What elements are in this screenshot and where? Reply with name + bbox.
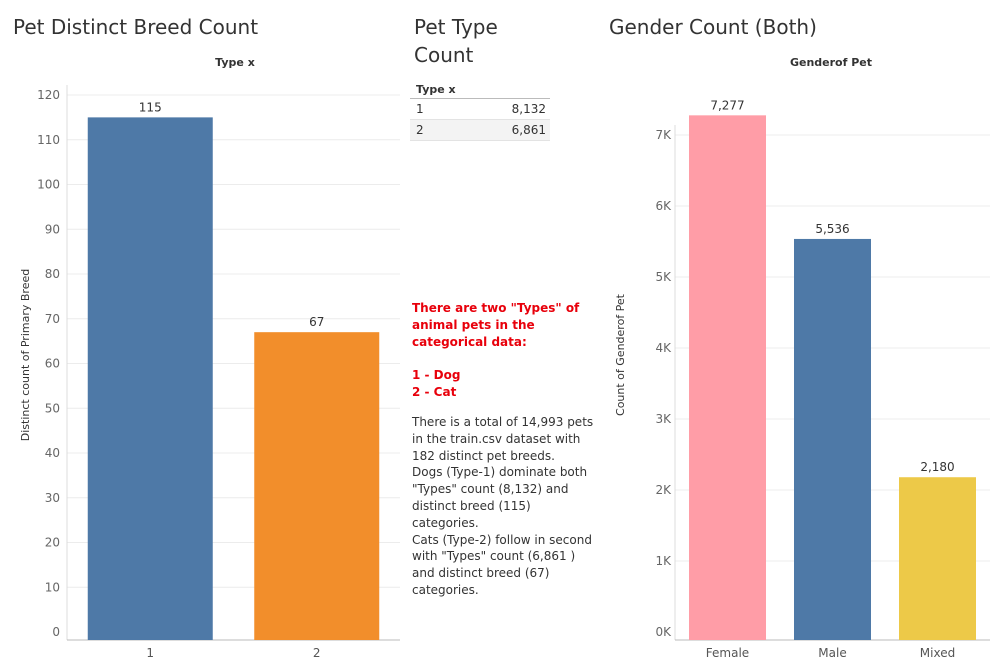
y-tick-label: 6K (655, 199, 672, 213)
table-row: 2 6,861 (410, 120, 550, 141)
y-tick-label: 3K (655, 412, 672, 426)
y-tick-label: 70 (45, 312, 60, 326)
x-tick-label: Female (706, 646, 749, 660)
data-label: 2,180 (920, 460, 954, 474)
y-tick-label: 5K (655, 270, 672, 284)
y-tick-label: 40 (45, 446, 60, 460)
x-tick-label: 1 (146, 646, 154, 660)
y-tick-label: 100 (37, 178, 60, 192)
data-label: 5,536 (815, 222, 849, 236)
data-label: 67 (309, 315, 324, 329)
count-cell: 8,132 (511, 102, 546, 116)
y-tick-label: 50 (45, 401, 60, 415)
count-cell: 6,861 (511, 123, 546, 137)
y-tick-label: 4K (655, 341, 672, 355)
breed-count-chart: Type x Distinct count of Primary Breed 0 10… (19, 56, 400, 660)
bar (689, 115, 766, 640)
y-tick-label: 10 (45, 580, 60, 594)
bar (87, 117, 213, 640)
y-tick-label: 20 (45, 536, 60, 550)
y-tick-label: 90 (45, 222, 60, 236)
y-tick-label: 60 (45, 357, 60, 371)
bar (254, 332, 380, 640)
y-axis-label: Count of Genderof Pet (614, 293, 627, 416)
gender-count-chart: Genderof Pet Count of Genderof Pet 0K 1K 2K 3… (614, 56, 990, 660)
x-tick-label: Male (818, 646, 846, 660)
y-tick-label: 80 (45, 267, 60, 281)
y-tick-label: 1K (655, 554, 672, 568)
y-tick-label: 120 (37, 88, 60, 102)
left-chart-title: Pet Distinct Breed Count (13, 15, 259, 39)
bar (899, 477, 976, 640)
right-chart-title: Gender Count (Both) (609, 15, 817, 39)
type-count-table: Type x 1 8,132 2 6,861 (410, 82, 550, 141)
x-tick-label: Mixed (920, 646, 955, 660)
types-note-red: There are two "Types" of animal pets in … (412, 301, 580, 399)
y-tick-label: 2K (655, 483, 672, 497)
data-label: 115 (139, 100, 162, 114)
x-tick-label: 2 (313, 646, 321, 660)
type-cell: 1 (416, 102, 424, 116)
bar (794, 238, 871, 640)
middle-table-title: Pet Type Count (414, 15, 498, 67)
summary-note: There is a total of 14,993 pets in the t… (412, 414, 596, 599)
chart-header: Type x (215, 56, 255, 69)
type-cell: 2 (416, 123, 424, 137)
y-tick-label: 30 (45, 491, 60, 505)
y-tick-label: 7K (655, 128, 672, 142)
table-row: 1 8,132 (410, 99, 550, 120)
y-tick-label: 0 (52, 625, 60, 639)
y-tick-label: 110 (37, 133, 60, 147)
data-label: 7,277 (710, 98, 744, 112)
type-table-header: Type x (410, 82, 550, 99)
y-tick-label: 0K (655, 625, 672, 639)
chart-header: Genderof Pet (790, 56, 872, 69)
y-axis-label: Distinct count of Primary Breed (19, 269, 32, 441)
summary-note-body: There is a total of 14,993 pets in the t… (412, 415, 594, 597)
types-note: There are two "Types" of animal pets in … (412, 300, 592, 401)
